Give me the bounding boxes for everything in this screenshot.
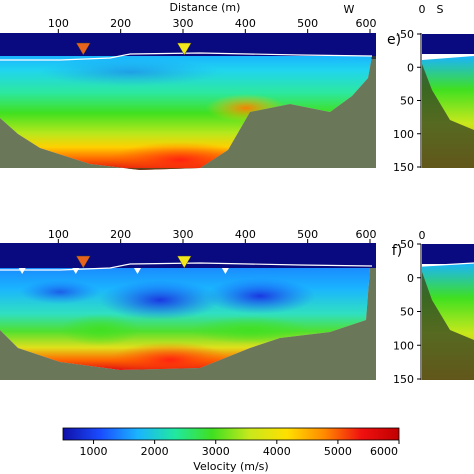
bottom-axis-tick-label: 500 (297, 228, 318, 241)
top-axis-tick-label: 200 (110, 17, 131, 30)
side-panel-top: e) 0 S -50 0 50 100 150 (387, 3, 474, 174)
side-axis-tick-label: 50 (400, 95, 414, 108)
panel-bottom-blue-anomaly-2 (205, 278, 315, 314)
panel-top-blue-anomaly (40, 58, 220, 86)
panel-top-faded-region (0, 56, 376, 170)
marker-triangle-small (18, 268, 26, 274)
panel-bottom-air (0, 243, 376, 268)
side-panel-top-faded (422, 64, 474, 168)
top-axis-tick-label: 500 (297, 17, 318, 30)
side-panel-bottom-topography (421, 262, 474, 267)
side-axis-tick-label: 0 (407, 61, 414, 74)
colorbar-tick-label: 6000 (370, 445, 398, 458)
side-axis-tick-label: 0 (407, 272, 414, 285)
colorbar-title: Velocity (m/s) (193, 460, 268, 473)
panel-bottom-faded-region (0, 268, 376, 380)
side-panel-top-direction: S (437, 3, 444, 16)
colorbar-tick-label: 4000 (263, 445, 291, 458)
bottom-axis-tick-label: 200 (110, 228, 131, 241)
side-panel-top-x0: 0 (419, 3, 426, 16)
marker-triangle-large (176, 255, 192, 269)
side-panel-bottom-air (422, 244, 474, 264)
marker-triangle-large (75, 42, 91, 56)
side-panel-bottom-label: f) (392, 243, 402, 259)
panel-bottom-green-anomaly-2 (190, 316, 310, 344)
side-panel-bottom: f) 0 -50 0 50 100 150 (392, 229, 474, 386)
top-axis-tick-label: 100 (48, 17, 69, 30)
colorbar-tick-label: 3000 (202, 445, 230, 458)
bottom-axis-tick-label: 600 (356, 228, 377, 241)
panel-top (0, 33, 376, 170)
side-panel-bottom-x0: 0 (419, 229, 426, 242)
panel-bottom-blue-anomaly-1 (100, 280, 220, 320)
top-axis-tick-label: 600 (356, 17, 377, 30)
side-axis-tick-label: 150 (393, 373, 414, 386)
panel-bottom-blue-anomaly-3 (20, 280, 100, 304)
direction-label-w: W (344, 3, 355, 16)
bottom-axis-tick-label: 100 (48, 228, 69, 241)
side-axis-tick-label: 100 (393, 339, 414, 352)
side-axis-tick-label: -50 (396, 28, 414, 41)
top-axis-tick-label: 400 (235, 17, 256, 30)
colorbar-tick-label: 1000 (80, 445, 108, 458)
colorbar-bar (62, 427, 400, 441)
side-panel-top-label: e) (387, 32, 401, 48)
panel-top-topography (0, 52, 373, 61)
side-panel-top-topography (421, 54, 474, 59)
side-axis-tick-label: -50 (396, 238, 414, 251)
marker-triangle-small (221, 268, 229, 274)
marker-triangle-small (72, 268, 80, 274)
top-axis-tick-label: 300 (173, 17, 194, 30)
top-axis: Distance (m) W 100 200 300 400 500 600 (48, 1, 377, 33)
side-panel-bottom-faded (422, 272, 474, 380)
side-axis-tick-label: 50 (400, 306, 414, 319)
marker-triangle-small (133, 268, 141, 274)
colorbar-tick-label: 5000 (324, 445, 352, 458)
colorbar: 1000 2000 3000 4000 5000 6000 Velocity (m/s) (62, 427, 400, 473)
panel-bottom: 100 200 300 400 500 600 (0, 228, 377, 380)
colorbar-tick-label: 2000 (141, 445, 169, 458)
panel-bottom-topography (0, 262, 373, 271)
bottom-axis-tick-label: 300 (173, 228, 194, 241)
side-axis-tick-label: 100 (393, 128, 414, 141)
panel-bottom-green-anomaly (60, 314, 140, 346)
marker-triangle-large (176, 42, 192, 56)
bottom-axis-tick-label: 400 (235, 228, 256, 241)
x-axis-title: Distance (m) (170, 1, 241, 14)
side-axis-tick-label: 150 (393, 161, 414, 174)
marker-triangle-large (75, 255, 91, 269)
side-panel-top-air (422, 34, 474, 54)
